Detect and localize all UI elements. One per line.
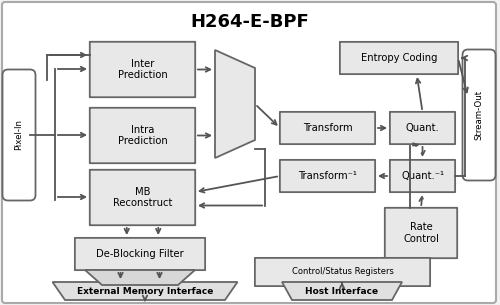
FancyBboxPatch shape [280, 112, 375, 144]
Polygon shape [85, 270, 195, 285]
FancyBboxPatch shape [390, 160, 455, 192]
Text: Control/Status Registers: Control/Status Registers [292, 267, 394, 277]
Text: Entropy Coding: Entropy Coding [361, 53, 437, 63]
FancyBboxPatch shape [75, 238, 205, 270]
FancyBboxPatch shape [90, 108, 195, 163]
FancyBboxPatch shape [90, 170, 195, 225]
Text: Transform: Transform [302, 123, 352, 133]
Text: Quant.: Quant. [406, 123, 440, 133]
Polygon shape [215, 50, 255, 158]
Text: Transform⁻¹: Transform⁻¹ [298, 171, 357, 181]
FancyBboxPatch shape [390, 112, 455, 144]
FancyBboxPatch shape [462, 49, 496, 181]
FancyBboxPatch shape [2, 70, 35, 200]
FancyBboxPatch shape [340, 42, 458, 74]
Text: External Memory Interface: External Memory Interface [77, 286, 213, 296]
FancyBboxPatch shape [280, 160, 375, 192]
Text: Host Interface: Host Interface [306, 286, 378, 296]
FancyBboxPatch shape [90, 42, 195, 97]
FancyBboxPatch shape [2, 2, 496, 303]
Text: Intra
Prediction: Intra Prediction [118, 125, 168, 146]
Text: H264-E-BPF: H264-E-BPF [190, 13, 310, 31]
FancyBboxPatch shape [255, 258, 430, 286]
Text: Rate
Control: Rate Control [403, 222, 439, 244]
Text: Stream-Out: Stream-Out [474, 90, 484, 140]
FancyBboxPatch shape [385, 208, 457, 258]
Text: Inter
Prediction: Inter Prediction [118, 59, 168, 80]
Polygon shape [52, 282, 238, 300]
Text: Quant.⁻¹: Quant.⁻¹ [401, 171, 444, 181]
Text: MB
Reconstruct: MB Reconstruct [113, 187, 172, 208]
Polygon shape [282, 282, 402, 300]
Text: Pixel-In: Pixel-In [14, 120, 24, 150]
Text: De-Blocking Filter: De-Blocking Filter [96, 249, 184, 259]
